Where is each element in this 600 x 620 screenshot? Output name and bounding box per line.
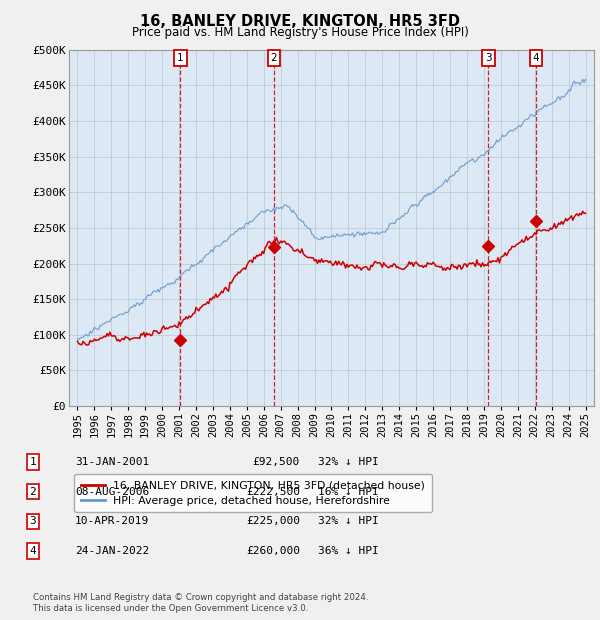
Text: 24-JAN-2022: 24-JAN-2022: [75, 546, 149, 556]
Text: 08-AUG-2006: 08-AUG-2006: [75, 487, 149, 497]
Text: 10-APR-2019: 10-APR-2019: [75, 516, 149, 526]
Text: 4: 4: [29, 546, 37, 556]
Text: £260,000: £260,000: [246, 546, 300, 556]
Text: 2: 2: [271, 53, 277, 63]
Text: 2: 2: [29, 487, 37, 497]
Text: 16, BANLEY DRIVE, KINGTON, HR5 3FD: 16, BANLEY DRIVE, KINGTON, HR5 3FD: [140, 14, 460, 29]
Text: 4: 4: [533, 53, 539, 63]
Text: 1: 1: [177, 53, 184, 63]
Text: 1: 1: [29, 457, 37, 467]
Text: 32% ↓ HPI: 32% ↓ HPI: [318, 457, 379, 467]
Legend: 16, BANLEY DRIVE, KINGTON, HR5 3FD (detached house), HPI: Average price, detache: 16, BANLEY DRIVE, KINGTON, HR5 3FD (deta…: [74, 474, 432, 512]
Text: 16% ↓ HPI: 16% ↓ HPI: [318, 487, 379, 497]
Text: £92,500: £92,500: [253, 457, 300, 467]
Text: 31-JAN-2001: 31-JAN-2001: [75, 457, 149, 467]
Text: Price paid vs. HM Land Registry's House Price Index (HPI): Price paid vs. HM Land Registry's House …: [131, 26, 469, 39]
Text: £222,500: £222,500: [246, 487, 300, 497]
Text: Contains HM Land Registry data © Crown copyright and database right 2024.
This d: Contains HM Land Registry data © Crown c…: [33, 593, 368, 613]
Text: 36% ↓ HPI: 36% ↓ HPI: [318, 546, 379, 556]
Text: 3: 3: [29, 516, 37, 526]
Text: £225,000: £225,000: [246, 516, 300, 526]
Text: 32% ↓ HPI: 32% ↓ HPI: [318, 516, 379, 526]
Text: 3: 3: [485, 53, 492, 63]
